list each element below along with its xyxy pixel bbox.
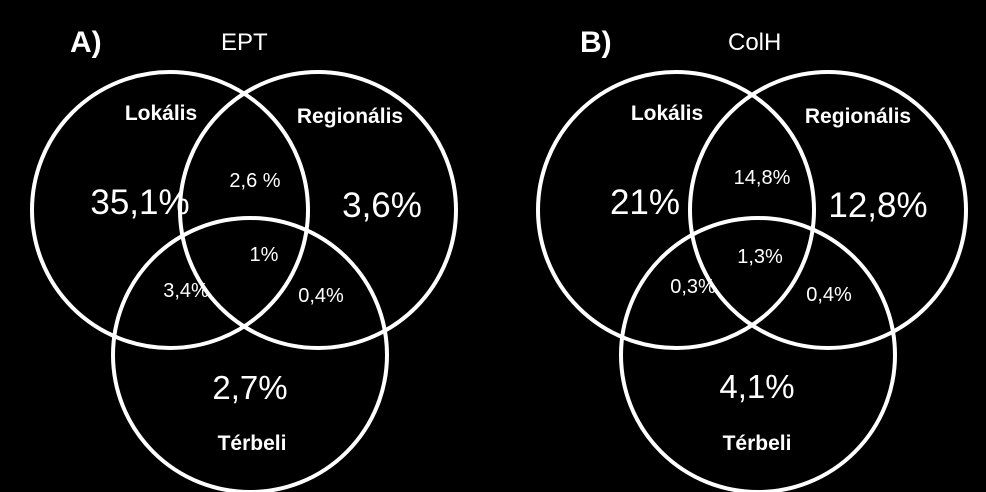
panel-b-circle-lokalis — [536, 70, 816, 350]
panel-b-label-regionalis: Regionális — [805, 105, 911, 128]
panel-b-label-terbeli: Térbeli — [723, 432, 792, 455]
panel-a-label-regionalis: Regionális — [297, 105, 403, 128]
panel-a-title: EPT — [221, 29, 268, 56]
panel-a-circle-regionalis — [178, 70, 458, 350]
panel-b-value-regionalis-only: 12,8% — [828, 186, 927, 225]
panel-a-circle-terbeli — [111, 216, 389, 492]
panel-b-value-lokalis-terbeli: 0,3% — [670, 276, 716, 298]
panel-b-value-all-three: 1,3% — [737, 246, 783, 268]
panel-a-circle-lokalis — [30, 70, 310, 350]
panel-a-value-lokalis-only: 35,1% — [90, 183, 189, 222]
panel-a-value-regionalis-terbeli: 0,4% — [298, 285, 344, 307]
panel-a-value-regionalis-only: 3,6% — [342, 186, 422, 225]
panel-b-value-lokalis-only: 21% — [610, 183, 680, 222]
panel-b-circle-regionalis — [688, 70, 968, 350]
venn-panel-a: A) EPT Lokális Regionális Térbeli 35,1% … — [30, 26, 458, 492]
panel-b-value-terbeli-only: 4,1% — [719, 368, 794, 405]
panel-b-circle-terbeli — [619, 216, 897, 492]
panel-a-value-terbeli-only: 2,7% — [212, 369, 287, 406]
panel-b-letter: B) — [580, 26, 612, 59]
panel-a-letter: A) — [70, 26, 102, 59]
panel-a-value-all-three: 1% — [250, 244, 279, 266]
panel-b-label-lokalis: Lokális — [631, 102, 703, 125]
panel-a-value-lokalis-terbeli: 3,4% — [163, 280, 209, 302]
panel-b-value-lokalis-regionalis: 14,8% — [734, 167, 791, 189]
panel-a-value-lokalis-regionalis: 2,6 % — [229, 170, 280, 192]
venn-panel-b: B) ColH Lokális Regionális Térbeli 21% 1… — [536, 26, 968, 492]
panel-a-label-terbeli: Térbeli — [218, 432, 287, 455]
panel-b-value-regionalis-terbeli: 0,4% — [806, 284, 852, 306]
panel-a-label-lokalis: Lokális — [125, 102, 197, 125]
panel-b-title: ColH — [728, 29, 781, 56]
